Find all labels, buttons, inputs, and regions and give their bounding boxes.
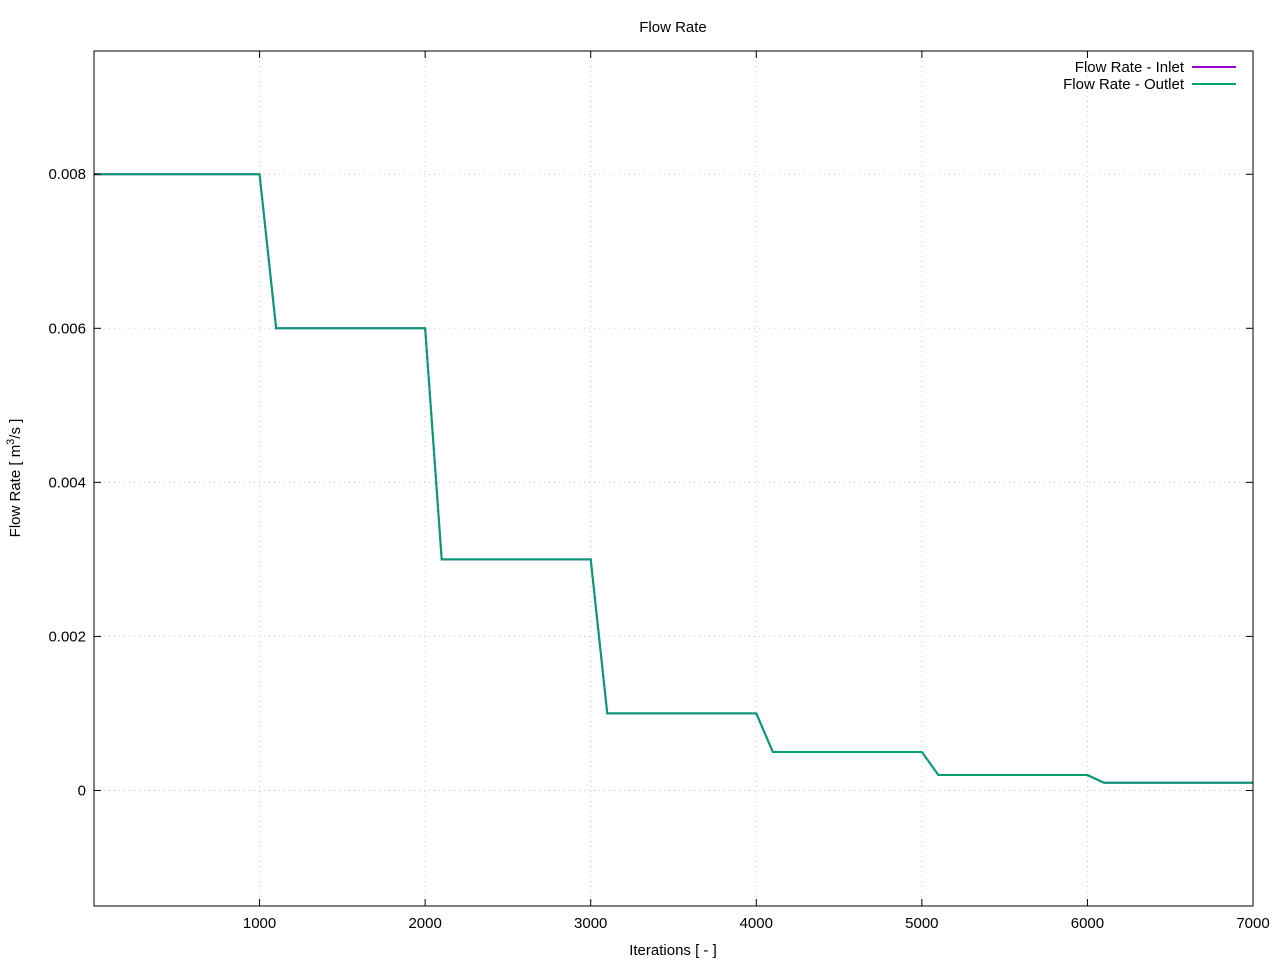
x-tick-label: 2000: [408, 915, 441, 932]
y-tick-label: 0.008: [48, 166, 86, 183]
legend-label-inlet: Flow Rate - Inlet: [1075, 59, 1185, 76]
y-tick-label: 0.004: [48, 474, 86, 491]
x-tick-label: 6000: [1071, 915, 1104, 932]
y-tick-label: 0.002: [48, 628, 86, 645]
x-tick-label: 7000: [1236, 915, 1269, 932]
x-axis-label: Iterations [ - ]: [629, 942, 717, 959]
x-tick-label: 3000: [574, 915, 607, 932]
y-axis-label-superscript: 3: [5, 439, 17, 445]
x-tick-label: 1000: [243, 915, 276, 932]
plot-frame: [93, 50, 1254, 907]
legend-label-outlet: Flow Rate - Outlet: [1063, 76, 1185, 93]
grid: [94, 51, 1253, 906]
y-tick-label: 0: [78, 782, 86, 799]
y-axis-label-suffix: /s ]: [7, 419, 24, 439]
y-tick-label: 0.006: [48, 320, 86, 337]
series-line-outlet: [94, 173, 1253, 784]
chart-title: Flow Rate: [639, 19, 707, 36]
series-line-inlet: [94, 173, 1253, 784]
series-lines: [94, 173, 1253, 784]
y-axis-label-prefix: Flow Rate [ m: [7, 445, 24, 538]
y-axis-label: Flow Rate [ m3/s ]: [5, 419, 24, 538]
x-tick-label: 5000: [905, 915, 938, 932]
axis-ticks: 1000 2000 3000 4000 5000 6000 7000 0 0.002 0.004 0…: [48, 51, 1270, 932]
x-tick-label: 4000: [740, 915, 773, 932]
